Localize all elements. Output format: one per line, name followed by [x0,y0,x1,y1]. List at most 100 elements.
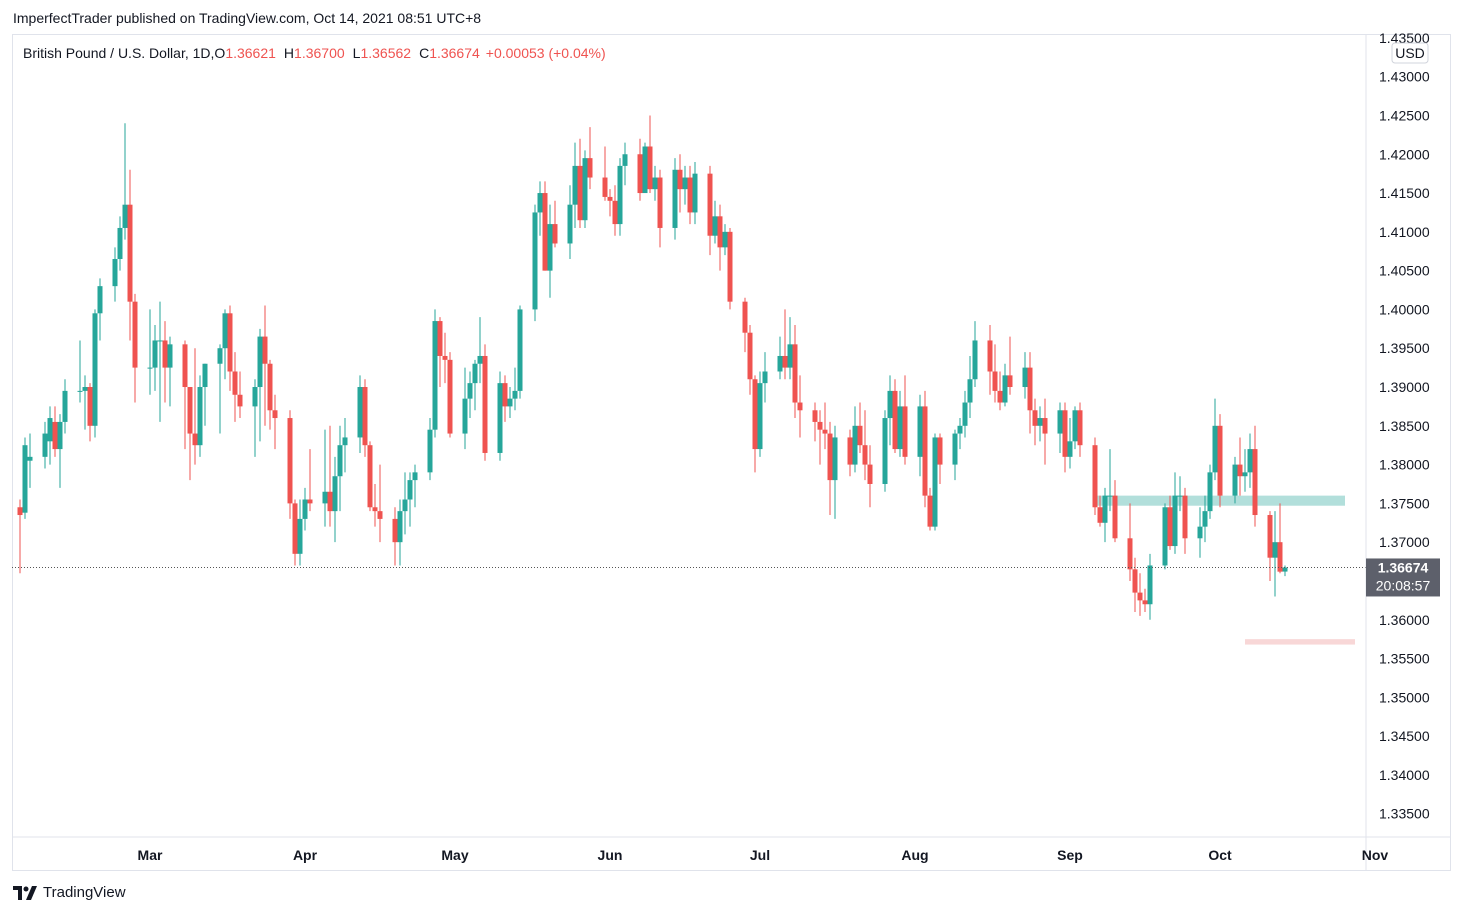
candle[interactable] [587,127,593,190]
candle[interactable] [1107,449,1113,512]
candle[interactable] [757,371,763,457]
candle[interactable] [472,359,478,411]
candle[interactable] [577,138,583,228]
candle[interactable] [832,425,838,519]
candle[interactable] [97,278,103,341]
candle[interactable] [87,383,93,442]
candle[interactable] [497,371,503,461]
candle[interactable] [1112,480,1118,543]
candle[interactable] [1037,406,1043,442]
candle[interactable] [1242,449,1248,492]
candle[interactable] [332,456,338,543]
candle[interactable] [1277,503,1283,574]
candle[interactable] [267,359,273,430]
candle[interactable] [652,165,658,201]
candle[interactable] [252,379,258,457]
candle[interactable] [302,487,308,531]
candle[interactable] [937,433,943,484]
candle[interactable] [1062,402,1068,473]
candle[interactable] [412,464,418,508]
candle[interactable] [157,301,163,422]
candle[interactable] [122,123,128,240]
candle[interactable] [337,425,343,512]
candle[interactable] [232,352,238,422]
candle[interactable] [162,321,168,403]
candle[interactable] [567,185,573,259]
candle[interactable] [82,375,88,430]
candle[interactable] [447,352,453,438]
candle[interactable] [217,344,223,434]
candle[interactable] [892,379,898,453]
candle[interactable] [147,309,153,395]
candle[interactable] [1267,511,1273,581]
candle[interactable] [827,421,833,516]
candle[interactable] [167,336,173,407]
candle[interactable] [957,418,963,450]
candle[interactable] [682,165,688,205]
candle[interactable] [342,418,348,473]
candle[interactable] [127,169,133,341]
candle[interactable] [92,309,98,438]
candle[interactable] [537,181,543,236]
candle[interactable] [992,344,998,403]
candle[interactable] [1232,456,1238,504]
candle[interactable] [962,390,968,438]
candle[interactable] [17,499,23,574]
candle[interactable] [192,348,198,465]
support-zone[interactable] [1245,639,1355,645]
tradingview-brand[interactable]: TradingView [13,884,126,901]
candle[interactable] [27,433,33,488]
candle[interactable] [607,189,613,217]
candle[interactable] [437,317,443,388]
candle[interactable] [1217,414,1223,508]
candle[interactable] [1167,495,1173,550]
candle[interactable] [677,154,683,213]
candle[interactable] [657,169,663,248]
candle[interactable] [762,352,768,403]
candle[interactable] [852,406,858,473]
candle[interactable] [187,387,193,481]
candle[interactable] [1132,557,1138,613]
candle[interactable] [972,321,978,388]
candle[interactable] [727,227,733,310]
candle[interactable] [812,402,818,442]
candle[interactable] [722,224,728,256]
candle[interactable] [532,204,538,322]
candle[interactable] [787,317,793,380]
candle[interactable] [1022,352,1028,399]
candle[interactable] [77,340,83,403]
candle[interactable] [742,297,748,353]
candle[interactable] [1272,511,1278,597]
candle[interactable] [712,200,718,244]
candle[interactable] [1007,336,1013,395]
candle[interactable] [507,387,513,419]
candle[interactable] [1237,437,1243,496]
candle[interactable] [52,406,58,457]
candle[interactable] [747,324,753,395]
candle[interactable] [1197,507,1203,558]
candle[interactable] [952,429,958,481]
candle[interactable] [117,216,123,271]
candle[interactable] [1252,425,1258,527]
candle[interactable] [847,429,853,477]
candle[interactable] [1042,398,1048,465]
candle[interactable] [797,375,803,438]
candle[interactable] [642,142,648,194]
candle[interactable] [327,425,333,527]
candle[interactable] [997,371,1003,411]
candle[interactable] [552,200,558,248]
candle[interactable] [197,375,203,457]
candle[interactable] [882,410,888,492]
candle[interactable] [42,421,48,469]
candle[interactable] [377,464,383,543]
candle[interactable] [477,317,483,384]
candle[interactable] [617,158,623,236]
candle[interactable] [917,394,923,477]
candle[interactable] [572,142,578,228]
candle[interactable] [967,355,973,419]
chart-frame[interactable] [12,34,1451,871]
candle[interactable] [427,418,433,481]
candle[interactable] [1172,472,1178,554]
candle[interactable] [672,158,678,240]
candle[interactable] [887,375,893,446]
